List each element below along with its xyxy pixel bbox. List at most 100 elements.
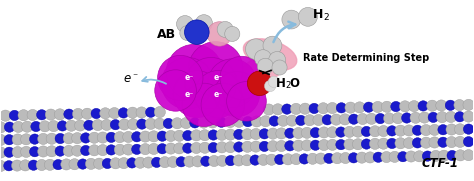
- Ellipse shape: [233, 155, 245, 166]
- Ellipse shape: [100, 108, 111, 119]
- Ellipse shape: [225, 26, 240, 41]
- Ellipse shape: [409, 100, 419, 112]
- Ellipse shape: [403, 125, 415, 136]
- Text: e: e: [124, 72, 131, 85]
- Ellipse shape: [304, 115, 315, 126]
- Ellipse shape: [37, 146, 49, 157]
- Ellipse shape: [419, 112, 430, 123]
- Text: e⁻: e⁻: [185, 73, 194, 81]
- Ellipse shape: [352, 126, 364, 137]
- Ellipse shape: [429, 124, 440, 136]
- Ellipse shape: [152, 157, 162, 168]
- Ellipse shape: [85, 158, 97, 169]
- Ellipse shape: [69, 159, 80, 170]
- Ellipse shape: [372, 101, 383, 113]
- Ellipse shape: [455, 136, 465, 148]
- Ellipse shape: [12, 134, 23, 145]
- Ellipse shape: [46, 133, 57, 144]
- Ellipse shape: [243, 116, 253, 127]
- Ellipse shape: [455, 111, 465, 122]
- Ellipse shape: [216, 142, 228, 153]
- Ellipse shape: [340, 152, 351, 164]
- Ellipse shape: [9, 110, 20, 121]
- Ellipse shape: [418, 101, 428, 111]
- Ellipse shape: [81, 145, 91, 156]
- Ellipse shape: [378, 125, 389, 137]
- Ellipse shape: [123, 131, 134, 143]
- Ellipse shape: [216, 129, 228, 140]
- Ellipse shape: [118, 108, 128, 118]
- Ellipse shape: [154, 106, 165, 118]
- Ellipse shape: [455, 124, 465, 135]
- Ellipse shape: [233, 116, 245, 127]
- Ellipse shape: [242, 141, 253, 152]
- Ellipse shape: [276, 128, 287, 139]
- Ellipse shape: [327, 139, 338, 150]
- Ellipse shape: [267, 128, 279, 139]
- Ellipse shape: [199, 142, 210, 153]
- Ellipse shape: [225, 116, 236, 128]
- Ellipse shape: [36, 159, 47, 171]
- Text: ⁻: ⁻: [132, 72, 137, 82]
- Ellipse shape: [339, 114, 351, 125]
- Ellipse shape: [395, 138, 406, 149]
- Ellipse shape: [57, 121, 68, 131]
- Ellipse shape: [285, 128, 295, 138]
- Ellipse shape: [260, 116, 271, 127]
- Ellipse shape: [64, 109, 74, 119]
- Ellipse shape: [4, 122, 15, 132]
- Ellipse shape: [318, 103, 329, 114]
- Ellipse shape: [181, 117, 191, 129]
- Ellipse shape: [157, 144, 167, 154]
- Ellipse shape: [140, 131, 151, 142]
- Ellipse shape: [464, 124, 474, 134]
- Ellipse shape: [132, 144, 142, 155]
- Ellipse shape: [242, 56, 284, 82]
- Ellipse shape: [250, 128, 262, 140]
- Ellipse shape: [63, 145, 74, 157]
- Ellipse shape: [438, 125, 448, 135]
- Ellipse shape: [184, 156, 195, 167]
- Ellipse shape: [21, 121, 33, 132]
- Ellipse shape: [463, 99, 474, 110]
- Ellipse shape: [414, 151, 425, 162]
- Ellipse shape: [137, 119, 147, 129]
- Ellipse shape: [128, 119, 139, 130]
- Ellipse shape: [395, 125, 406, 136]
- Ellipse shape: [214, 71, 260, 117]
- Ellipse shape: [135, 157, 146, 168]
- Ellipse shape: [136, 107, 147, 118]
- Ellipse shape: [332, 153, 343, 164]
- Ellipse shape: [20, 134, 32, 145]
- Ellipse shape: [184, 20, 209, 44]
- Ellipse shape: [234, 142, 244, 152]
- Ellipse shape: [92, 119, 103, 131]
- Text: e⁻: e⁻: [185, 90, 194, 99]
- Ellipse shape: [348, 153, 359, 163]
- Ellipse shape: [272, 60, 287, 75]
- Ellipse shape: [300, 103, 311, 114]
- Ellipse shape: [55, 109, 65, 120]
- Ellipse shape: [106, 145, 117, 155]
- Ellipse shape: [61, 159, 72, 170]
- Ellipse shape: [410, 112, 421, 123]
- Ellipse shape: [55, 146, 65, 156]
- Ellipse shape: [146, 107, 156, 117]
- Ellipse shape: [0, 147, 6, 158]
- Ellipse shape: [392, 113, 403, 124]
- Ellipse shape: [172, 118, 183, 129]
- Text: O: O: [289, 77, 299, 90]
- Ellipse shape: [420, 137, 432, 148]
- Ellipse shape: [84, 120, 94, 131]
- Ellipse shape: [259, 141, 270, 151]
- Ellipse shape: [217, 21, 233, 37]
- Ellipse shape: [369, 138, 381, 150]
- Ellipse shape: [285, 141, 295, 151]
- Ellipse shape: [278, 115, 289, 126]
- Ellipse shape: [97, 132, 109, 143]
- Ellipse shape: [109, 108, 120, 119]
- Ellipse shape: [291, 153, 302, 165]
- Ellipse shape: [428, 112, 438, 123]
- Ellipse shape: [46, 146, 57, 157]
- Ellipse shape: [383, 113, 395, 124]
